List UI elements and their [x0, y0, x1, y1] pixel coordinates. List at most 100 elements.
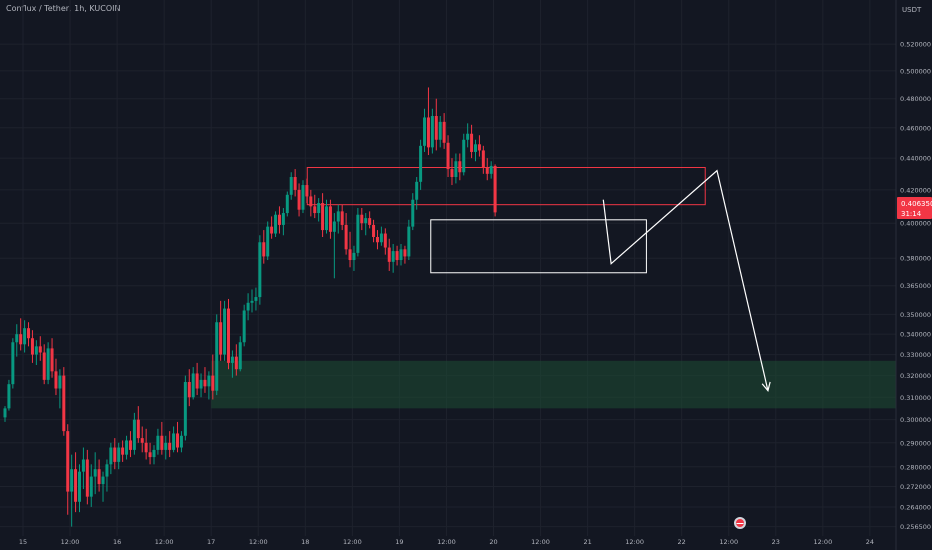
- candle-body: [34, 346, 38, 355]
- candle-body: [219, 322, 223, 355]
- candle-body: [462, 139, 466, 173]
- price-tick-label: 0.500000: [900, 67, 931, 75]
- candle-body: [430, 116, 434, 148]
- candle-body: [411, 199, 415, 227]
- candle-body: [105, 464, 109, 477]
- time-tick-label: 20: [489, 538, 497, 546]
- candle-body: [458, 161, 462, 173]
- price-tick-label: 0.520000: [900, 41, 931, 49]
- candle-body: [489, 165, 493, 174]
- last-price-value: 0.406350: [901, 200, 932, 208]
- candle-body: [332, 221, 336, 232]
- candle-body: [352, 252, 356, 261]
- candle-body: [211, 375, 215, 391]
- time-tick-label: 17: [207, 538, 215, 546]
- price-tick-label: 0.330000: [900, 351, 931, 359]
- candle-body: [140, 438, 144, 443]
- candle-body: [426, 117, 430, 148]
- candle-body: [289, 177, 293, 195]
- candle-body: [415, 181, 419, 200]
- candle-body: [250, 300, 254, 303]
- projection-path[interactable]: [602, 169, 769, 391]
- candle-body: [285, 194, 289, 214]
- candle-body: [407, 226, 411, 257]
- price-tick-label: 0.264000: [900, 503, 931, 511]
- candle-body: [399, 249, 403, 261]
- candle-body: [391, 251, 395, 262]
- candle-body: [58, 375, 62, 389]
- candle-body: [262, 242, 266, 257]
- go-to-realtime-icon[interactable]: [734, 517, 746, 529]
- candle-body: [97, 469, 101, 485]
- time-tick-label: 12:00: [61, 538, 80, 546]
- candle-body: [46, 348, 50, 380]
- countdown-value: 31:14: [901, 210, 922, 218]
- candle-body: [85, 459, 89, 497]
- candle-body: [372, 224, 376, 238]
- candle-body: [113, 447, 117, 462]
- box-drawing[interactable]: [430, 219, 647, 274]
- time-tick-label: 19: [395, 538, 403, 546]
- time-tick-label: 24: [866, 538, 874, 546]
- candle-body: [234, 356, 238, 370]
- candle-body: [270, 226, 274, 234]
- candle-body: [477, 144, 481, 151]
- price-tick-label: 0.440000: [900, 155, 931, 163]
- candle-body: [66, 431, 70, 492]
- time-tick-label: 12:00: [531, 538, 550, 546]
- price-tick-label: 0.300000: [900, 416, 931, 424]
- last-price-tag: 0.406350 31:14: [897, 197, 932, 219]
- candle-body: [274, 214, 278, 234]
- candle-body: [348, 249, 352, 261]
- candle-body: [7, 384, 11, 409]
- candle-body: [481, 150, 485, 168]
- price-tick-label: 0.272000: [900, 483, 931, 491]
- candle-body: [328, 206, 332, 232]
- candle-body: [203, 379, 207, 387]
- time-tick-label: 12:00: [625, 538, 644, 546]
- candle-body: [19, 334, 23, 345]
- candle-body: [156, 435, 160, 450]
- candle-body: [109, 447, 113, 465]
- candle-body: [207, 375, 211, 387]
- currency-label: USDT: [902, 6, 922, 14]
- candle-body: [313, 206, 317, 214]
- candle-body: [356, 214, 360, 253]
- candle-body: [70, 469, 74, 492]
- candle-body: [179, 435, 183, 448]
- candle-body: [321, 203, 325, 231]
- time-tick-label: 12:00: [719, 538, 738, 546]
- price-tick-label: 0.310000: [900, 394, 931, 402]
- candle-body: [23, 328, 27, 345]
- demand-zone[interactable]: [211, 360, 896, 409]
- candle-body: [121, 447, 125, 455]
- candle-body: [466, 133, 470, 140]
- candle-body: [93, 469, 97, 477]
- candle-body: [438, 121, 442, 140]
- price-tick-label: 0.320000: [900, 372, 931, 380]
- price-tick-label: 0.460000: [900, 124, 931, 132]
- candle-body: [191, 373, 195, 398]
- candle-body: [340, 211, 344, 225]
- candle-body: [360, 214, 364, 224]
- candle-body: [470, 133, 474, 152]
- candle-body: [364, 218, 368, 224]
- box-drawing[interactable]: [306, 167, 706, 206]
- candle-body: [168, 442, 172, 450]
- time-tick-label: 23: [772, 538, 780, 546]
- chart-title: Conflux / Tether, 1h, KUCOIN: [6, 4, 121, 13]
- price-tick-label: 0.365000: [900, 282, 931, 290]
- price-tick-label: 0.380000: [900, 255, 931, 263]
- candle-body: [144, 442, 148, 453]
- candle-body: [344, 224, 348, 250]
- price-tick-label: 0.400000: [900, 220, 931, 228]
- candle-body: [493, 165, 497, 213]
- candle-body: [254, 297, 258, 301]
- candle-body: [293, 177, 297, 190]
- candle-body: [42, 352, 46, 380]
- price-tick-label: 0.340000: [900, 331, 931, 339]
- candle-body: [403, 249, 407, 257]
- candle-body: [152, 449, 156, 458]
